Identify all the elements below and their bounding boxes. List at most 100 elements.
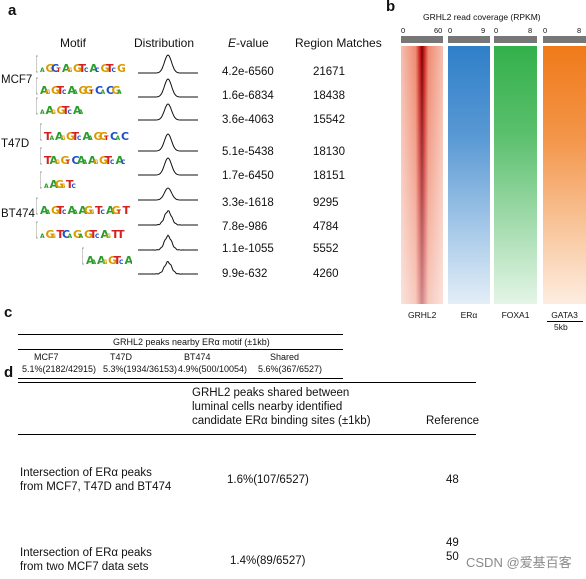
svg-text:G: G bbox=[46, 62, 55, 74]
header-distribution: Distribution bbox=[134, 36, 195, 50]
svg-text:C: C bbox=[62, 89, 67, 96]
region-matches-cell: 9295 bbox=[313, 197, 339, 209]
svg-text:G: G bbox=[55, 178, 64, 190]
evalue-cell: 7.8e-986 bbox=[222, 221, 268, 233]
svg-text:A: A bbox=[40, 204, 49, 216]
svg-text:A: A bbox=[40, 84, 49, 96]
svg-text:A: A bbox=[83, 159, 88, 166]
svg-text:G: G bbox=[112, 204, 121, 216]
table-c-column-header: MCF7 bbox=[34, 352, 59, 362]
svg-text:A: A bbox=[79, 233, 84, 240]
svg-text:A: A bbox=[46, 209, 51, 216]
table-c-bottom-rule bbox=[18, 378, 343, 379]
svg-text:G: G bbox=[73, 62, 82, 74]
header-region-matches: Region Matches bbox=[295, 36, 382, 50]
heatmap-scale-bar bbox=[543, 36, 586, 43]
svg-text:C: C bbox=[72, 183, 77, 190]
panel-letter-b: b bbox=[386, 0, 396, 15]
evalue-cell: 1.1e-1055 bbox=[222, 243, 274, 255]
svg-text:G: G bbox=[79, 84, 88, 96]
heatmap-erα bbox=[448, 46, 490, 304]
svg-text:C: C bbox=[95, 84, 103, 96]
table-d-row-1-label: Intersection of ERα peaks from MCF7, T47… bbox=[20, 467, 172, 493]
svg-text:T: T bbox=[90, 89, 95, 96]
heatmap-min-label: 0 bbox=[401, 26, 406, 35]
svg-text:T: T bbox=[90, 228, 98, 240]
heatmap-max-label: 8 bbox=[577, 26, 582, 35]
svg-text:G: G bbox=[112, 84, 121, 96]
svg-text:T: T bbox=[105, 135, 110, 142]
panel-letter-c: c bbox=[4, 304, 13, 321]
svg-text:G: G bbox=[84, 204, 93, 216]
svg-text:A: A bbox=[68, 233, 73, 240]
evalue-cell: 1.7e-6450 bbox=[222, 170, 274, 182]
svg-text:A: A bbox=[68, 204, 77, 216]
heatmap-label: ERα bbox=[460, 310, 478, 320]
svg-text:G: G bbox=[84, 84, 93, 96]
svg-text:G: G bbox=[90, 209, 95, 216]
region-matches-cell: 21671 bbox=[313, 66, 345, 78]
region-matches-cell: 18130 bbox=[313, 146, 345, 158]
distribution-curve bbox=[138, 78, 198, 98]
table-d-mid-rule bbox=[18, 434, 476, 435]
table-c-value: 5.1%(2182/42915) bbox=[22, 364, 97, 374]
table-c-top-rule bbox=[18, 334, 343, 335]
svg-text:T: T bbox=[57, 204, 65, 216]
svg-text:A: A bbox=[79, 204, 88, 216]
table-d-row-2-value: 1.4%(89/6527) bbox=[230, 555, 306, 567]
svg-text:A: A bbox=[50, 154, 59, 166]
svg-text:C: C bbox=[106, 84, 114, 96]
svg-text:A: A bbox=[40, 67, 45, 74]
table-c-value: 4.9%(500/10054) bbox=[178, 364, 248, 374]
svg-text:A: A bbox=[106, 204, 115, 216]
evalue-cell: 3.6e-4063 bbox=[222, 114, 274, 126]
svg-text:A: A bbox=[73, 209, 78, 216]
svg-text:C: C bbox=[101, 209, 106, 216]
svg-text:C: C bbox=[62, 228, 70, 240]
svg-text:C: C bbox=[110, 130, 118, 142]
panel-letter-d: d bbox=[4, 364, 14, 381]
svg-text:T: T bbox=[66, 178, 74, 190]
svg-text:A: A bbox=[92, 259, 97, 266]
svg-text:G: G bbox=[51, 109, 56, 116]
svg-text:G: G bbox=[46, 89, 51, 96]
scale-bar bbox=[547, 321, 583, 322]
evalue-cell: 9.9e-632 bbox=[222, 268, 268, 280]
svg-text:A: A bbox=[117, 89, 122, 96]
svg-text:A: A bbox=[101, 228, 110, 240]
svg-text:A: A bbox=[101, 89, 106, 96]
svg-text:A: A bbox=[55, 130, 64, 142]
panel-letter-a: a bbox=[8, 2, 17, 19]
svg-text:G: G bbox=[84, 228, 93, 240]
distribution-curve bbox=[138, 210, 198, 226]
svg-text:C: C bbox=[121, 159, 126, 166]
svg-text:T: T bbox=[112, 228, 120, 240]
svg-text:G: G bbox=[73, 228, 82, 240]
table-c-column-header: Shared bbox=[270, 352, 300, 362]
svg-text:T: T bbox=[57, 67, 62, 74]
svg-text:T: T bbox=[114, 254, 122, 266]
svg-text:C: C bbox=[95, 67, 100, 74]
svg-text:A: A bbox=[83, 130, 92, 142]
svg-text:T: T bbox=[62, 104, 70, 116]
svg-text:A: A bbox=[90, 62, 99, 74]
table-d-row-1-ref: 48 bbox=[446, 474, 459, 486]
svg-text:G: G bbox=[61, 154, 70, 166]
svg-text:T: T bbox=[117, 228, 125, 240]
table-c-column-header: BT474 bbox=[184, 352, 211, 362]
header-evalue: E-value bbox=[228, 36, 269, 50]
svg-text:T: T bbox=[57, 228, 65, 240]
table-d-top-rule bbox=[18, 382, 476, 383]
watermark: CSDN @爱基百客 bbox=[466, 555, 572, 570]
svg-text:A: A bbox=[40, 233, 45, 240]
table-c-title: GRHL2 peaks nearby ERα motif (±1kb) bbox=[113, 337, 270, 347]
svg-text:A: A bbox=[88, 154, 97, 166]
svg-text:C: C bbox=[72, 154, 80, 166]
heatmap-min-label: 0 bbox=[448, 26, 453, 35]
svg-text:G: G bbox=[99, 154, 108, 166]
svg-text:A: A bbox=[116, 154, 125, 166]
